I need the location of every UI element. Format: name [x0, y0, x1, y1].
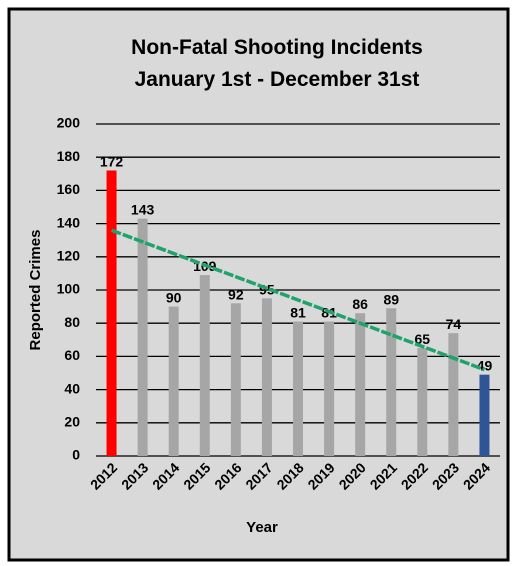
y-tick-label: 100 [57, 281, 81, 297]
y-tick-label: 60 [64, 347, 80, 363]
bar [168, 306, 179, 456]
data-label: 89 [383, 291, 399, 307]
bar [293, 321, 303, 456]
bar [230, 303, 241, 456]
y-tick-label: 180 [57, 148, 81, 164]
chart-title: Non-Fatal Shooting Incidents [131, 36, 423, 59]
chart-subtitle: January 1st - December 31st [135, 68, 420, 91]
y-tick-label: 0 [72, 447, 80, 463]
data-label: 49 [477, 358, 493, 374]
bar [106, 170, 117, 457]
y-tick-label: 200 [57, 115, 81, 131]
data-label: 65 [415, 331, 431, 347]
y-tick-label: 140 [57, 214, 81, 230]
y-tick-label: 160 [57, 181, 81, 197]
y-axis-title: Reported Crimes [27, 230, 44, 351]
trendline [110, 228, 486, 372]
data-label: 81 [290, 305, 306, 321]
data-label: 143 [131, 202, 155, 218]
bar [386, 308, 397, 456]
bar [479, 374, 490, 456]
data-label: 172 [100, 153, 124, 169]
y-tick-label: 20 [64, 414, 80, 430]
bar [137, 218, 148, 456]
bar [324, 321, 335, 456]
bar [448, 333, 459, 456]
bar [355, 313, 366, 456]
data-label: 90 [166, 290, 182, 306]
data-label: 74 [446, 316, 462, 332]
y-tick-label: 40 [64, 380, 80, 396]
bar [417, 348, 428, 456]
y-tick-label: 120 [57, 248, 81, 264]
y-tick-label: 80 [64, 314, 80, 330]
x-axis-title: Year [246, 519, 278, 536]
bar [199, 275, 210, 456]
data-label: 92 [228, 286, 244, 302]
data-label: 86 [352, 296, 368, 312]
bar [261, 298, 272, 456]
